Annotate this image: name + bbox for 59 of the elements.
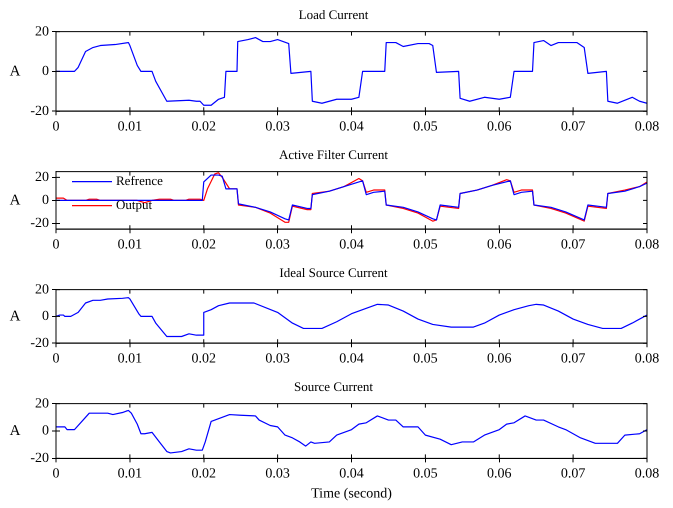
x-tick-label: 0 (52, 237, 60, 252)
y-tick-label: 20 (35, 170, 49, 186)
x-tick-label: 0.01 (118, 119, 142, 134)
x-tick-label: 0.02 (192, 119, 216, 134)
y-tick-label: 20 (35, 24, 49, 40)
x-tick-label: 0.06 (487, 466, 512, 482)
x-tick-label: 0.01 (118, 466, 142, 482)
x-tick-label: 0.04 (339, 466, 364, 482)
y-tick-label: 0 (42, 424, 49, 439)
chart-title: Load Current (298, 7, 369, 22)
x-tick-label: 0 (52, 466, 60, 482)
y-axis-title: A (10, 192, 21, 208)
x-tick-label: 0.07 (560, 466, 586, 482)
y-tick-label: 0 (42, 64, 49, 80)
legend-label: Refrence (116, 173, 164, 188)
x-tick-label: 0.05 (413, 351, 438, 366)
y-tick-label: 20 (35, 396, 49, 412)
x-tick-label: 0.06 (487, 237, 512, 252)
x-tick-label: 0.01 (118, 237, 142, 252)
y-tick-label: -20 (30, 104, 49, 119)
y-axis-title: A (10, 422, 21, 439)
x-tick-label: 0.07 (560, 237, 586, 252)
y-tick-label: -20 (30, 451, 49, 466)
x-tick-label: 0.03 (265, 237, 290, 252)
chart-title: Active Filter Current (278, 147, 388, 162)
x-tick-label: 0.05 (413, 237, 438, 252)
x-tick-label: 0.04 (339, 237, 364, 252)
x-tick-label: 0.04 (339, 119, 364, 134)
x-tick-label: 0.08 (634, 119, 660, 134)
x-tick-label: 0.03 (265, 351, 290, 366)
x-tick-label: 0 (52, 351, 60, 366)
y-tick-label: 0 (42, 193, 49, 208)
y-tick-label: -20 (30, 216, 49, 232)
y-tick-label: 20 (35, 282, 49, 298)
x-tick-label: 0.02 (192, 237, 216, 252)
x-tick-label: 0.03 (265, 466, 290, 482)
x-tick-label: 0.08 (634, 466, 660, 482)
x-tick-label: 0 (52, 119, 60, 134)
x-tick-label: 0.03 (265, 119, 290, 134)
x-tick-label: 0.01 (118, 351, 142, 366)
legend-label: Output (116, 197, 152, 212)
x-tick-label: 0.02 (192, 351, 216, 366)
x-tick-label: 0.04 (339, 351, 364, 366)
y-axis-title: A (10, 63, 21, 80)
x-tick-label: 0.07 (560, 351, 586, 366)
y-tick-label: 0 (42, 309, 49, 324)
chart-title: Source Current (294, 379, 374, 394)
x-tick-label: 0.08 (634, 351, 660, 366)
x-tick-label: 0.05 (413, 466, 438, 482)
x-tick-label: 0.07 (560, 119, 586, 134)
x-tick-label: 0.05 (413, 119, 438, 134)
x-tick-label: 0.06 (487, 119, 512, 134)
y-axis-title: A (10, 308, 21, 324)
chart-title: Ideal Source Current (279, 265, 388, 280)
x-tick-label: 0.02 (192, 466, 216, 482)
y-tick-label: -20 (30, 336, 49, 351)
x-tick-label: 0.06 (487, 351, 512, 366)
x-tick-label: 0.08 (634, 237, 660, 252)
x-axis-title: Time (second) (311, 486, 392, 502)
